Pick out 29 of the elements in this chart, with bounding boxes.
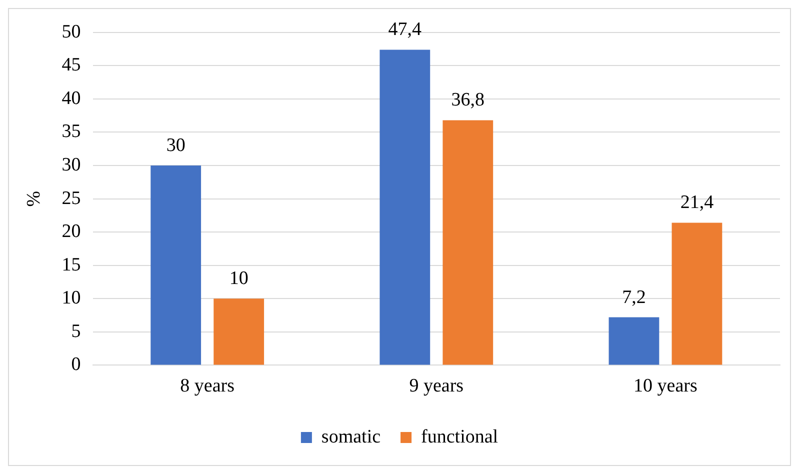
y-tick-label: 40 [62,88,81,109]
bar [380,50,430,365]
bar [672,222,722,365]
y-tick-label: 10 [62,288,81,309]
data-label: 7,2 [622,286,646,308]
x-tick-label: 9 years [409,376,464,397]
x-tick-label: 8 years [180,376,235,397]
y-tick-label: 30 [62,154,81,176]
bar [608,317,660,365]
data-label: 36,8 [451,90,485,111]
data-label: 30 [166,135,186,156]
y-tick-label: 5 [71,320,81,342]
data-label: 47,4 [388,19,422,40]
y-tick-label: 15 [62,254,81,276]
data-label: 21,4 [680,192,714,214]
data-label: 10 [229,268,248,290]
bar [442,120,494,365]
y-tick-label: 25 [62,188,81,209]
y-tick-label: 50 [62,21,81,42]
y-axis-title: % [23,190,44,207]
x-tick-label: 10 years [634,376,698,397]
legend-label: functional [421,426,498,448]
y-tick-label: 35 [62,121,81,142]
bar [214,298,264,365]
y-tick-label: 0 [71,354,81,376]
legend-label: somatic [321,426,381,448]
bar [150,166,202,365]
y-tick-label: 45 [62,54,81,76]
y-tick-label: 20 [62,221,81,242]
